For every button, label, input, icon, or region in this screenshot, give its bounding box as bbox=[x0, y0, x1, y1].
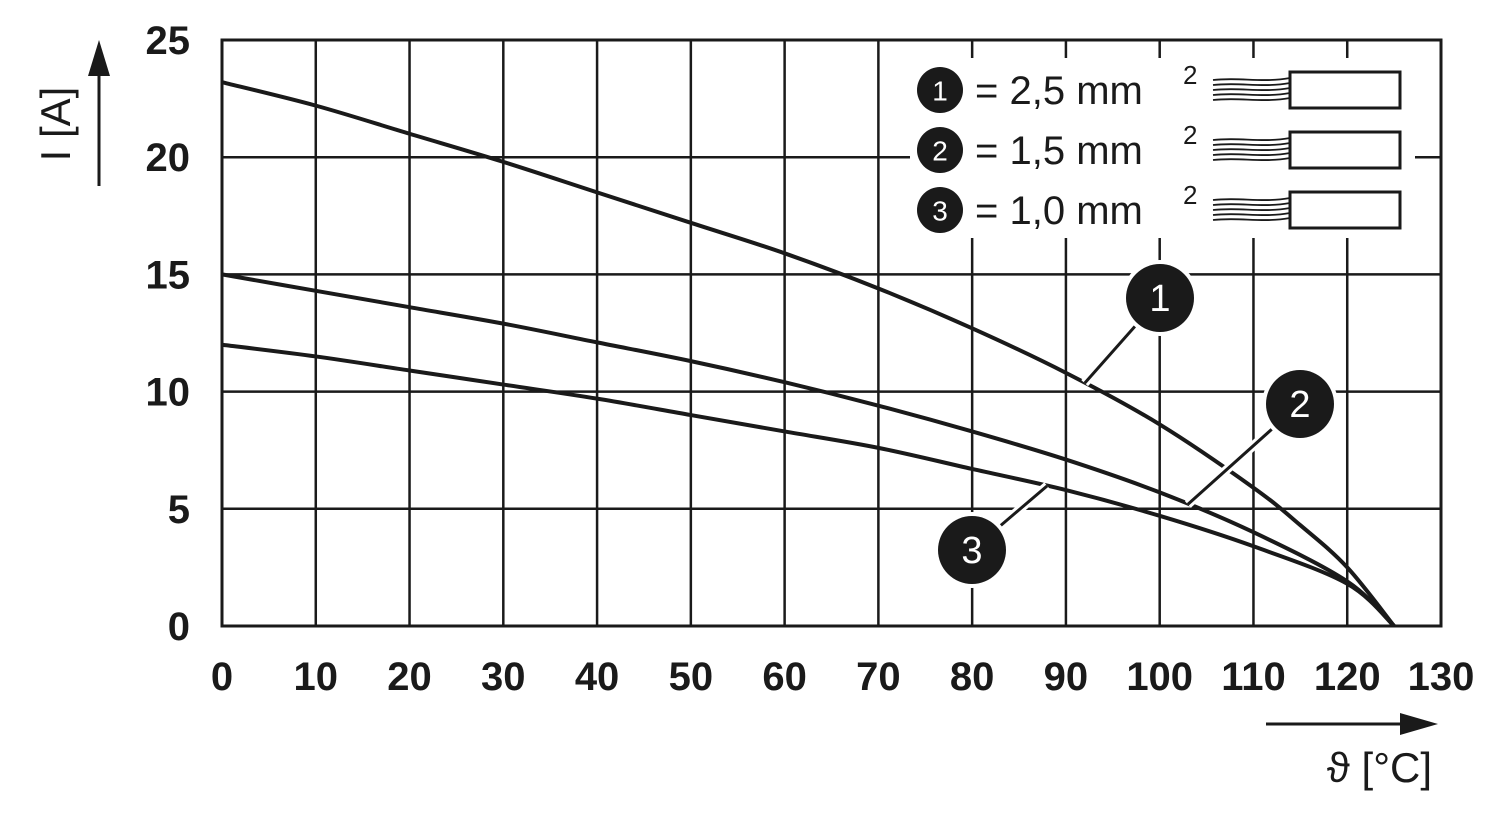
callout-badge-2-label: 2 bbox=[1289, 384, 1310, 426]
wire-strand bbox=[1212, 92, 1291, 96]
plot-frame bbox=[220, 38, 1443, 628]
curves bbox=[221, 80, 1396, 628]
x-tick-label: 110 bbox=[1221, 655, 1286, 699]
wire-strand bbox=[1212, 157, 1291, 161]
legend-label-1: = 2,5 mm bbox=[975, 69, 1143, 113]
y-tick-label: 15 bbox=[146, 253, 191, 297]
wire-strand bbox=[1212, 197, 1291, 201]
callout-badge-1-label: 1 bbox=[1149, 278, 1170, 320]
x-axis-label-group: ϑ [°C] bbox=[1266, 713, 1438, 791]
x-tick-label: 90 bbox=[1044, 655, 1089, 699]
callout-badge-3 bbox=[938, 516, 1006, 584]
x-tick-label: 40 bbox=[575, 655, 620, 699]
wire-strand bbox=[1212, 137, 1291, 141]
wire-insulation bbox=[1288, 190, 1402, 230]
legend-badge-3-label: 3 bbox=[932, 196, 948, 227]
wire-icon bbox=[1212, 70, 1402, 110]
x-tick-label: 10 bbox=[294, 655, 339, 699]
legend: 1 = 2,5 mm 2 2 = 1,5 mm 2 3 = 1,0 mm 2 bbox=[910, 58, 1415, 238]
y-tick-label: 10 bbox=[146, 371, 191, 415]
legend-badge-3 bbox=[917, 187, 963, 233]
x-axis-label: ϑ [°C] bbox=[1327, 744, 1432, 791]
callout-badge-1 bbox=[1126, 264, 1194, 332]
x-tick-label: 100 bbox=[1126, 655, 1193, 699]
x-tick-label: 0 bbox=[211, 655, 233, 699]
legend-label-2: = 1,5 mm bbox=[975, 129, 1143, 173]
wire-insulation bbox=[1288, 70, 1402, 110]
legend-badge-2-label: 2 bbox=[932, 136, 948, 167]
legend-sup-3: 2 bbox=[1183, 180, 1197, 210]
y-tick-label: 5 bbox=[168, 488, 190, 532]
legend-sup-1: 2 bbox=[1183, 60, 1197, 90]
y-tick-label: 25 bbox=[146, 19, 191, 63]
wire-icon bbox=[1212, 130, 1402, 170]
wire-strand bbox=[1212, 207, 1291, 211]
y-axis-label: I [A] bbox=[32, 87, 79, 162]
wire-strand bbox=[1212, 77, 1291, 81]
y-axis-label-group: I [A] bbox=[32, 40, 110, 186]
wire-insulation bbox=[1288, 130, 1402, 170]
x-axis-arrow-head bbox=[1400, 713, 1438, 735]
wire-strand bbox=[1212, 147, 1291, 151]
wire-strand bbox=[1212, 82, 1291, 86]
wire-strand bbox=[1212, 217, 1291, 221]
curve-series-3 bbox=[221, 342, 1396, 628]
x-tick-label: 130 bbox=[1408, 655, 1475, 699]
wire-strand bbox=[1212, 142, 1291, 146]
x-tick-label: 50 bbox=[669, 655, 714, 699]
wire-strand bbox=[1212, 152, 1291, 156]
wire-strand bbox=[1212, 202, 1291, 206]
x-tick-label: 70 bbox=[856, 655, 901, 699]
legend-badge-2 bbox=[917, 127, 963, 173]
legend-badge-1 bbox=[917, 67, 963, 113]
wire-strand bbox=[1212, 87, 1291, 91]
y-axis-arrow-head bbox=[88, 40, 110, 76]
y-tick-label: 0 bbox=[168, 605, 190, 649]
curve-callouts: 1 2 3 bbox=[934, 260, 1338, 588]
curve-series-2 bbox=[221, 272, 1396, 628]
callout-badge-3-label: 3 bbox=[961, 530, 982, 572]
x-tick-label: 60 bbox=[762, 655, 807, 699]
x-tick-label: 120 bbox=[1314, 655, 1381, 699]
callout-badge-2 bbox=[1266, 370, 1334, 438]
x-tick-label: 30 bbox=[481, 655, 526, 699]
tick-labels: 0 10 20 30 40 50 60 70 80 90 100 110 120 130 0 5 10 15 20 2… bbox=[146, 19, 1475, 699]
legend-sup-2: 2 bbox=[1183, 120, 1197, 150]
legend-badge-1-label: 1 bbox=[932, 76, 948, 107]
wire-strand bbox=[1212, 212, 1291, 216]
wire-icon bbox=[1212, 190, 1402, 230]
x-tick-label: 80 bbox=[950, 655, 995, 699]
y-tick-label: 20 bbox=[146, 136, 191, 180]
legend-label-3: = 1,0 mm bbox=[975, 189, 1143, 233]
wire-strand bbox=[1212, 97, 1291, 101]
curve-series-1 bbox=[221, 80, 1396, 628]
x-tick-label: 20 bbox=[387, 655, 432, 699]
